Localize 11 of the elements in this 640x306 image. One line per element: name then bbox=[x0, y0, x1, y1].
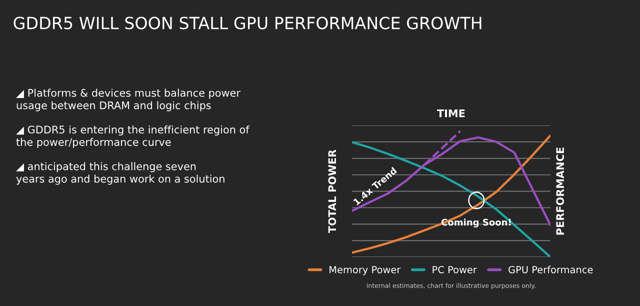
chart-title: GDDR5 WILL SOON STALL GPU PERFORMANCE GROWTH bbox=[14, 16, 482, 30]
text: ◢ Platforms & devices must balance power usage between DRAM and logic chips bbox=[16, 88, 240, 112]
legend-label: GPU Performance bbox=[508, 266, 593, 274]
legend-label: PC Power bbox=[432, 266, 477, 274]
legend-label: Memory Power bbox=[330, 266, 401, 276]
x-axis-title: TIME bbox=[437, 110, 465, 118]
y2-axis-title: PERFORMANCE bbox=[556, 148, 564, 235]
y-axis-title: TOTAL POWER bbox=[328, 150, 336, 234]
annotation: Coming Soon! bbox=[441, 218, 511, 228]
text: ◢ anticipated this challenge seven years ago and began work on a solution bbox=[16, 162, 224, 185]
text: ◢ GDDR5 is entering the inefficient region of the power/performance curve bbox=[16, 125, 250, 148]
